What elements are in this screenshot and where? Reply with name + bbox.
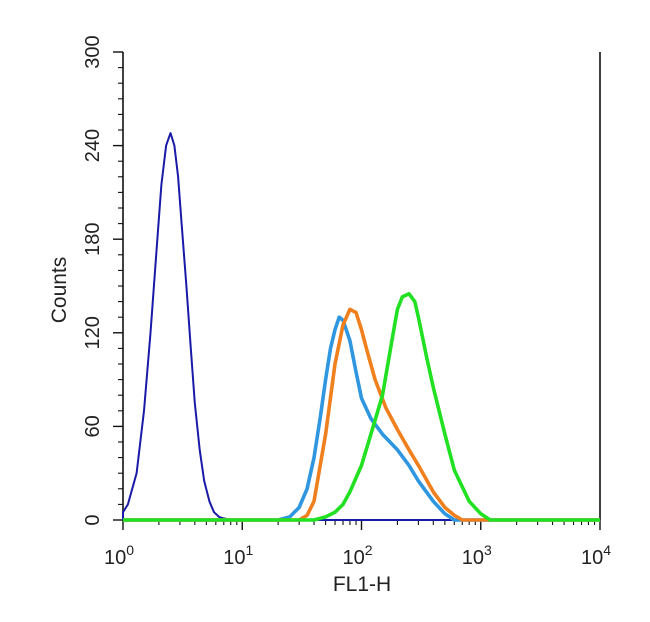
histogram-series-line [122, 132, 600, 521]
x-ticks: 100 101 102 103 104 [104, 520, 611, 569]
y-tick-label: 0 [82, 514, 104, 525]
y-tick-label: 60 [82, 415, 104, 437]
axes [122, 52, 601, 521]
x-tick-label: 102 [342, 542, 372, 569]
histogram-series-line [123, 307, 600, 522]
x-tick-label: 100 [104, 542, 134, 569]
series-layer [122, 132, 600, 522]
y-tick-label: 300 [82, 35, 104, 68]
y-tick-label: 120 [82, 316, 104, 349]
x-tick-label: 101 [223, 542, 253, 569]
x-axis-label: FL1-H [333, 573, 391, 596]
y-axis-label: Counts [48, 257, 71, 324]
histogram-series-line [123, 315, 600, 522]
y-tick-label: 240 [82, 129, 104, 162]
x-tick-label: 103 [462, 542, 492, 569]
y-ticks: 0 60 120 180 240 300 [82, 35, 123, 526]
x-tick-label: 104 [581, 542, 611, 569]
histogram-series-line [123, 292, 600, 522]
y-tick-label: 180 [82, 223, 104, 256]
